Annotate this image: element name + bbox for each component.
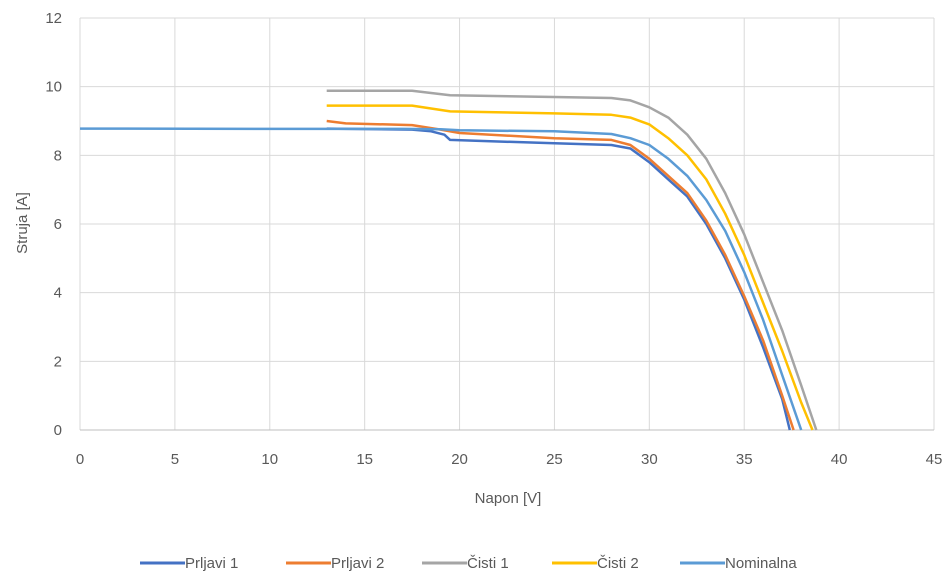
legend-label-2: Prljavi 2 bbox=[331, 555, 384, 572]
series-line-4 bbox=[326, 104, 814, 431]
x-tick-label-0: 0 bbox=[76, 451, 84, 468]
y-tick-label-0: 0 bbox=[54, 422, 62, 439]
y-tick-label-1: 2 bbox=[54, 353, 62, 370]
legend-label-3: Čisti 1 bbox=[467, 555, 509, 572]
x-tick-labels: 0 5 10 15 20 25 30 35 40 45 bbox=[76, 451, 943, 468]
legend-label-4: Čisti 2 bbox=[597, 555, 639, 572]
y-tick-labels: 0 2 4 6 8 10 12 bbox=[45, 10, 62, 439]
x-tick-label-4: 20 bbox=[451, 451, 468, 468]
x-tick-label-7: 35 bbox=[736, 451, 753, 468]
y-tick-label-3: 6 bbox=[54, 216, 62, 233]
x-tick-label-9: 45 bbox=[926, 451, 943, 468]
legend-label-1: Prljavi 1 bbox=[185, 555, 238, 572]
x-tick-label-2: 10 bbox=[261, 451, 278, 468]
y-tick-label-6: 12 bbox=[45, 10, 62, 27]
series-lines bbox=[79, 89, 818, 431]
x-tick-label-5: 25 bbox=[546, 451, 563, 468]
series-line-5 bbox=[79, 127, 803, 431]
y-tick-label-4: 8 bbox=[54, 147, 62, 164]
x-tick-label-3: 15 bbox=[356, 451, 373, 468]
x-tick-label-6: 30 bbox=[641, 451, 658, 468]
legend-label-5: Nominalna bbox=[725, 555, 797, 572]
y-tick-label-2: 4 bbox=[54, 285, 62, 302]
y-axis-title: Struja [A] bbox=[14, 192, 31, 254]
series-line-2 bbox=[326, 119, 795, 431]
x-axis-title: Napon [V] bbox=[475, 490, 542, 507]
grid-lines bbox=[79, 17, 935, 430]
series-line-1 bbox=[326, 127, 792, 431]
x-tick-label-8: 40 bbox=[831, 451, 848, 468]
x-tick-label-1: 5 bbox=[171, 451, 179, 468]
legend: Prljavi 1 Prljavi 2 Čisti 1 Čisti 2 Nominaln… bbox=[140, 555, 797, 572]
y-tick-label-5: 10 bbox=[45, 79, 62, 96]
series-line-3 bbox=[326, 89, 818, 431]
